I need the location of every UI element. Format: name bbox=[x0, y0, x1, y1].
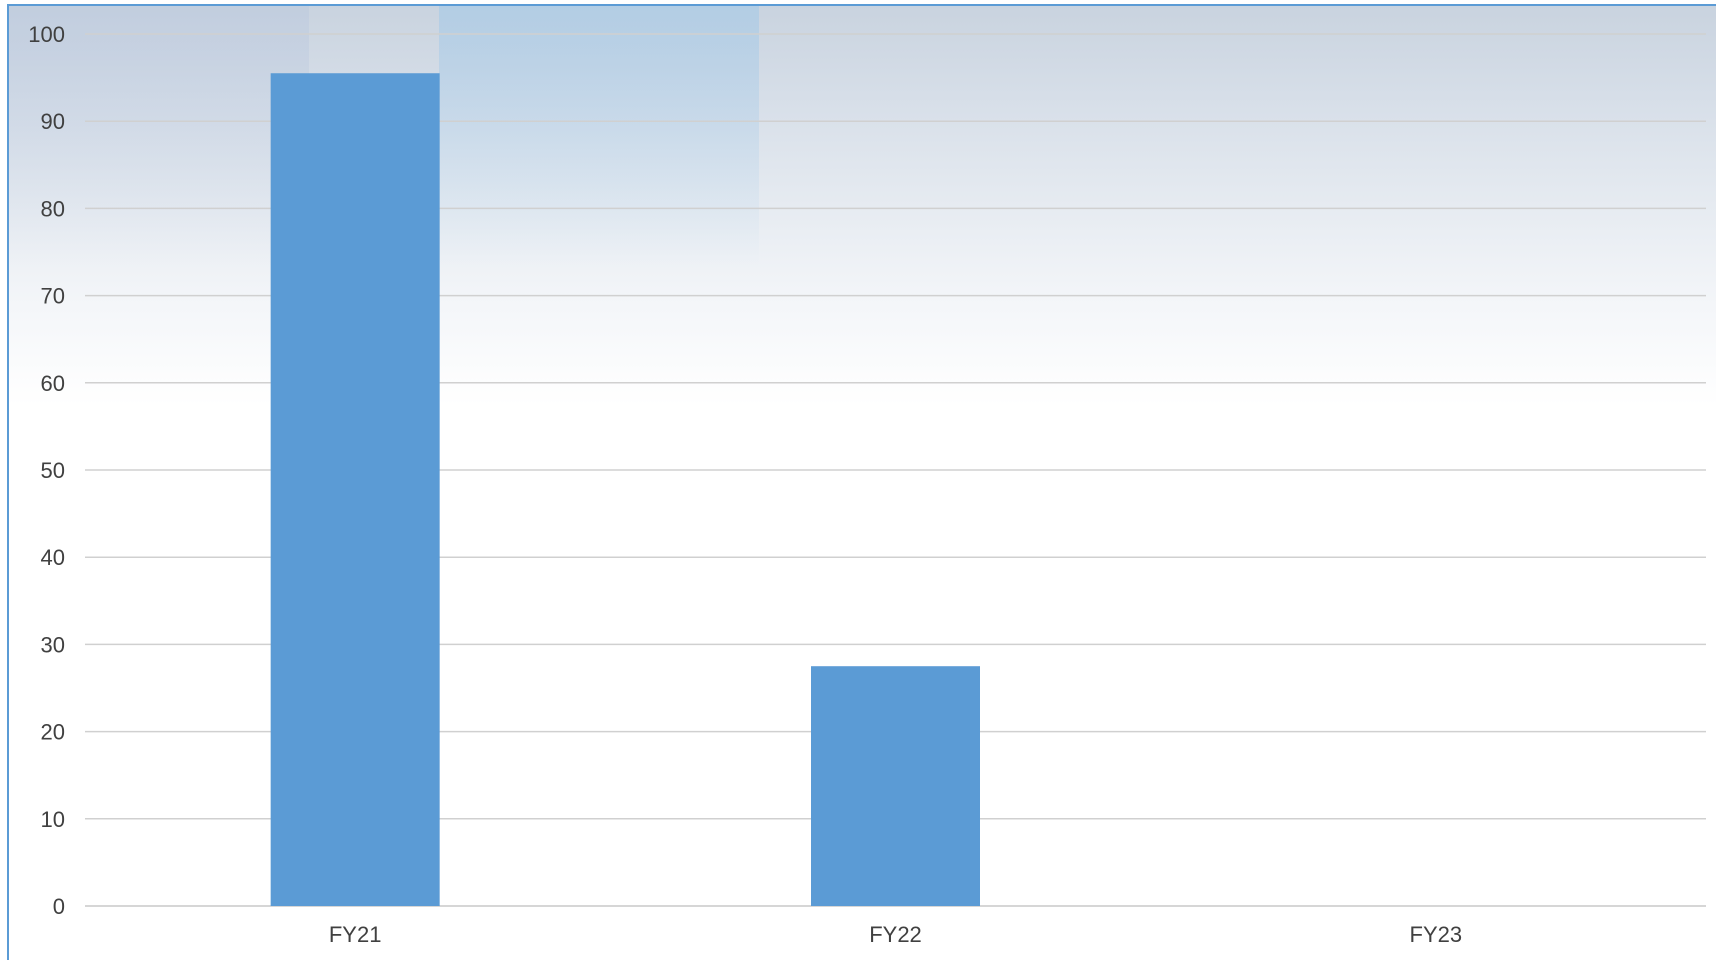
y-tick-label: 40 bbox=[41, 545, 65, 570]
y-tick-label: 0 bbox=[53, 894, 65, 919]
y-tick-label: 30 bbox=[41, 632, 65, 657]
x-axis-ticks: FY21 FY22 FY23 bbox=[329, 922, 1462, 947]
y-tick-label: 90 bbox=[41, 109, 65, 134]
y-tick-label: 20 bbox=[41, 720, 65, 745]
x-tick-label-fy22: FY22 bbox=[869, 922, 922, 947]
y-tick-label: 50 bbox=[41, 458, 65, 483]
bars bbox=[270, 73, 980, 907]
y-tick-label: 60 bbox=[41, 371, 65, 396]
y-tick-label: 10 bbox=[41, 807, 65, 832]
y-tick-label: 70 bbox=[41, 284, 65, 309]
x-tick-label-fy21: FY21 bbox=[329, 922, 382, 947]
y-axis-ticks: 0 10 20 30 40 50 60 70 80 90 100 bbox=[28, 22, 65, 919]
y-tick-label: 100 bbox=[28, 22, 65, 47]
x-tick-label-fy23: FY23 bbox=[1410, 922, 1463, 947]
bar-fy21 bbox=[270, 73, 440, 907]
y-tick-label: 80 bbox=[41, 196, 65, 221]
bar-fy22 bbox=[811, 666, 980, 906]
